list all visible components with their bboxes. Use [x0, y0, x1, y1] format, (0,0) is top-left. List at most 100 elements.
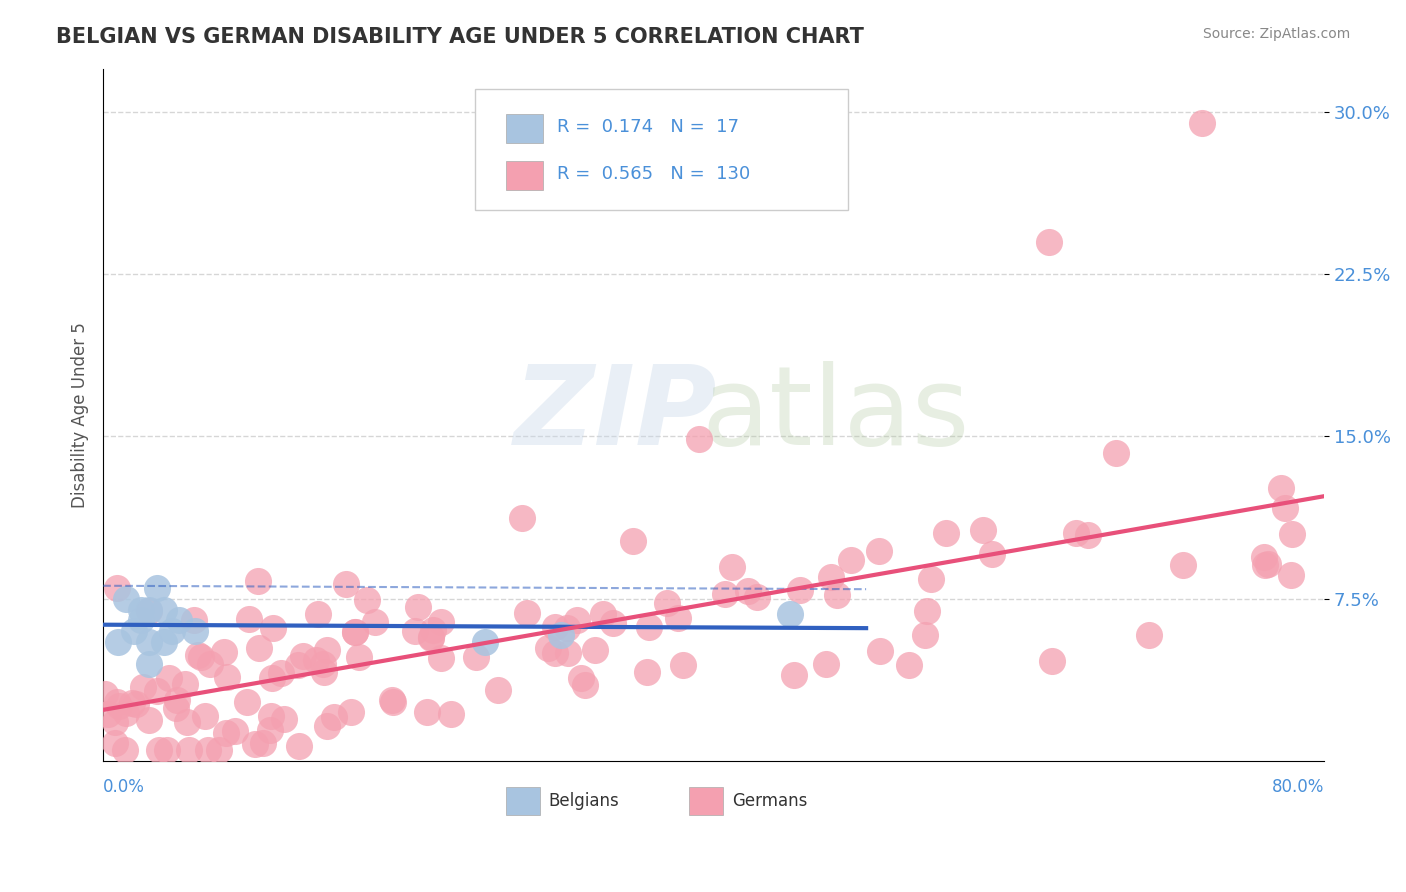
Point [820, 570, 842, 584]
Point [246, 574, 269, 588]
Point [198, 657, 221, 671]
Point [1253, 550, 1275, 565]
Point [138, 602, 160, 616]
Text: ZIP: ZIP [515, 361, 717, 468]
Point [287, 658, 309, 673]
Point [1270, 481, 1292, 495]
Point [224, 724, 246, 739]
Point [104, 714, 127, 729]
Point [93, 687, 115, 701]
FancyBboxPatch shape [506, 161, 543, 190]
Point [636, 665, 658, 679]
Point [737, 584, 759, 599]
Point [169, 613, 191, 627]
Point [122, 624, 145, 639]
Point [747, 590, 769, 604]
Point [557, 646, 579, 660]
Point [238, 612, 260, 626]
Point [173, 677, 195, 691]
Point [215, 726, 238, 740]
Point [1064, 525, 1087, 540]
Point [307, 607, 329, 622]
Point [381, 693, 404, 707]
Point [208, 743, 231, 757]
Point [416, 705, 439, 719]
Point [381, 695, 404, 709]
Point [322, 709, 344, 723]
Point [1279, 568, 1302, 582]
Point [343, 625, 366, 640]
Point [212, 645, 235, 659]
Point [97, 706, 120, 721]
Point [138, 635, 160, 649]
Point [148, 743, 170, 757]
Point [273, 712, 295, 726]
Point [430, 651, 453, 665]
Point [129, 613, 152, 627]
Y-axis label: Disability Age Under 5: Disability Age Under 5 [72, 322, 89, 508]
Point [187, 648, 209, 662]
Point [364, 615, 387, 630]
Point [340, 706, 363, 720]
FancyBboxPatch shape [506, 114, 543, 144]
Point [247, 640, 270, 655]
Point [288, 739, 311, 753]
Point [129, 602, 152, 616]
Point [115, 591, 138, 606]
Point [1281, 527, 1303, 541]
Point [544, 647, 567, 661]
Point [125, 697, 148, 711]
Point [160, 624, 183, 639]
Point [166, 693, 188, 707]
Point [1274, 501, 1296, 516]
Text: BELGIAN VS GERMAN DISABILITY AGE UNDER 5 CORRELATION CHART: BELGIAN VS GERMAN DISABILITY AGE UNDER 5… [56, 27, 865, 46]
Point [825, 588, 848, 602]
Point [335, 576, 357, 591]
Point [1137, 628, 1160, 642]
FancyBboxPatch shape [689, 788, 723, 815]
Point [138, 604, 160, 618]
Point [260, 708, 283, 723]
Point [235, 695, 257, 709]
Point [104, 736, 127, 750]
Point [145, 581, 167, 595]
Point [404, 624, 426, 639]
Point [602, 616, 624, 631]
Point [183, 613, 205, 627]
Point [869, 644, 891, 658]
Point [574, 678, 596, 692]
Point [721, 560, 744, 574]
Point [592, 607, 614, 621]
Point [914, 628, 936, 642]
Point [510, 511, 533, 525]
Point [557, 621, 579, 635]
Point [179, 743, 201, 757]
Point [262, 622, 284, 636]
Point [1040, 654, 1063, 668]
Point [486, 683, 509, 698]
Point [565, 613, 588, 627]
Point [783, 667, 806, 681]
Point [153, 635, 176, 649]
Text: Belgians: Belgians [548, 792, 620, 810]
Point [841, 553, 863, 567]
Point [108, 698, 131, 713]
Point [934, 526, 956, 541]
Point [789, 582, 811, 597]
Point [105, 695, 128, 709]
Point [270, 665, 292, 680]
Point [262, 671, 284, 685]
Point [121, 696, 143, 710]
Point [343, 624, 366, 639]
Point [190, 650, 212, 665]
Point [1254, 558, 1277, 573]
Point [176, 714, 198, 729]
Point [132, 680, 155, 694]
Point [465, 650, 488, 665]
Point [638, 620, 661, 634]
Text: R =  0.565   N =  130: R = 0.565 N = 130 [557, 165, 751, 183]
Point [814, 657, 837, 671]
Text: R =  0.174   N =  17: R = 0.174 N = 17 [557, 119, 740, 136]
Point [252, 736, 274, 750]
Point [194, 709, 217, 723]
